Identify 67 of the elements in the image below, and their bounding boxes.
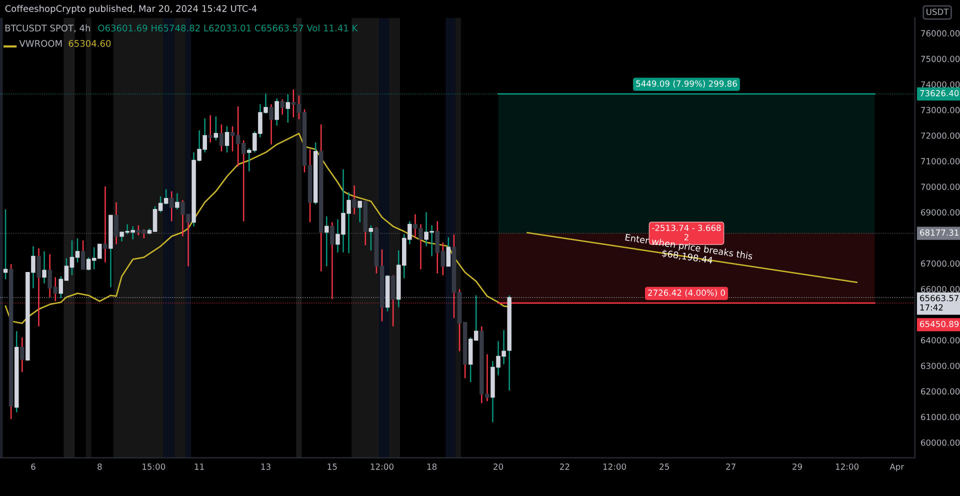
candlestick [358, 200, 362, 223]
candlestick [3, 208, 8, 280]
ref-line-label: 68177.31 [920, 229, 958, 236]
candlestick [280, 98, 284, 116]
x-tick-label: Apr [890, 464, 904, 472]
candlestick [214, 116, 218, 142]
candlestick [224, 126, 230, 154]
candlestick [446, 236, 451, 267]
candlestick [80, 240, 86, 270]
x-tick-label: 11 [194, 464, 204, 470]
x-tick-label: 12:00 [370, 464, 394, 470]
y-tick-label: 60000.00 [921, 439, 960, 446]
candlestick [219, 124, 224, 152]
ref-line-label: 65663.57 17:42 [920, 294, 959, 310]
candlestick [36, 248, 41, 327]
y-tick-label: 66000.00 [921, 286, 960, 292]
x-tick-label: 29 [792, 464, 802, 470]
ref-line-label: 65450.89 [920, 320, 959, 328]
x-tick-label: 15 [328, 464, 337, 470]
x-tick-label: 13 [261, 464, 270, 470]
candlestick [352, 184, 356, 215]
y-tick-label: 64000.00 [921, 337, 960, 344]
x-tick-label: 15:00 [142, 464, 166, 470]
candlestick [269, 104, 274, 146]
legend-label: VWROOM [19, 40, 62, 47]
x-tick-label: 18 [427, 464, 437, 470]
y-tick-label: 62000.00 [921, 388, 960, 395]
y-tick-label: 67000.00 [921, 260, 960, 267]
y-tick-label: 69000.00 [921, 209, 960, 216]
y-tick-label: 73000.00 [921, 106, 960, 114]
annotation: 65304.60 [68, 40, 111, 47]
x-tick-label: 22 [560, 464, 570, 470]
candlestick [330, 222, 334, 300]
candlestick [114, 202, 118, 245]
candlestick [274, 98, 279, 126]
y-tick-label: 71000.00 [921, 158, 960, 164]
y-tick-label: 61000.00 [921, 414, 960, 420]
y-tick-label: 75000.00 [921, 56, 960, 62]
candlestick [169, 190, 174, 222]
text: O63601.69 H65748.82 L62033.01 C65663.57 Vol 11.41 K [98, 24, 358, 32]
x-tick-label: 6 [31, 464, 36, 470]
x-tick-label: 27 [726, 464, 736, 470]
candlestick [20, 336, 24, 373]
annotation: 2726.42 (4.00%) 0 [648, 289, 725, 297]
annotation: 5449.09 (7.99%) 299.86 [636, 80, 737, 88]
candlestick [368, 224, 374, 251]
y-tick-label: 72000.00 [921, 132, 960, 139]
y-tick-label: 70000.00 [921, 184, 960, 190]
candlestick [103, 186, 108, 264]
x-tick-label: 12:00 [836, 464, 859, 470]
candlestick [175, 192, 180, 210]
y-tick-label: 74000.00 [921, 81, 960, 88]
candlestick [208, 114, 213, 144]
candlestick [390, 274, 396, 327]
y-axis-title: USDT [926, 8, 949, 15]
x-tick-label: 25 [660, 464, 669, 470]
text: CoffeeshopCrypto published, Mar 20, 2024 15:42 UTC-4 [5, 4, 257, 14]
x-tick-label: 20 [494, 464, 504, 470]
text: BTCUSDT SPOT, 4h [5, 24, 90, 32]
x-tick-label: 12:00 [603, 464, 626, 470]
ref-line-label: 73626.40 [920, 90, 959, 96]
x-tick-label: 8 [98, 464, 102, 470]
y-tick-label: 63000.00 [921, 362, 960, 370]
y-tick-label: 76000.00 [921, 30, 960, 36]
candlestick [42, 250, 46, 284]
candlestick [286, 94, 290, 124]
candlestick [324, 216, 329, 267]
